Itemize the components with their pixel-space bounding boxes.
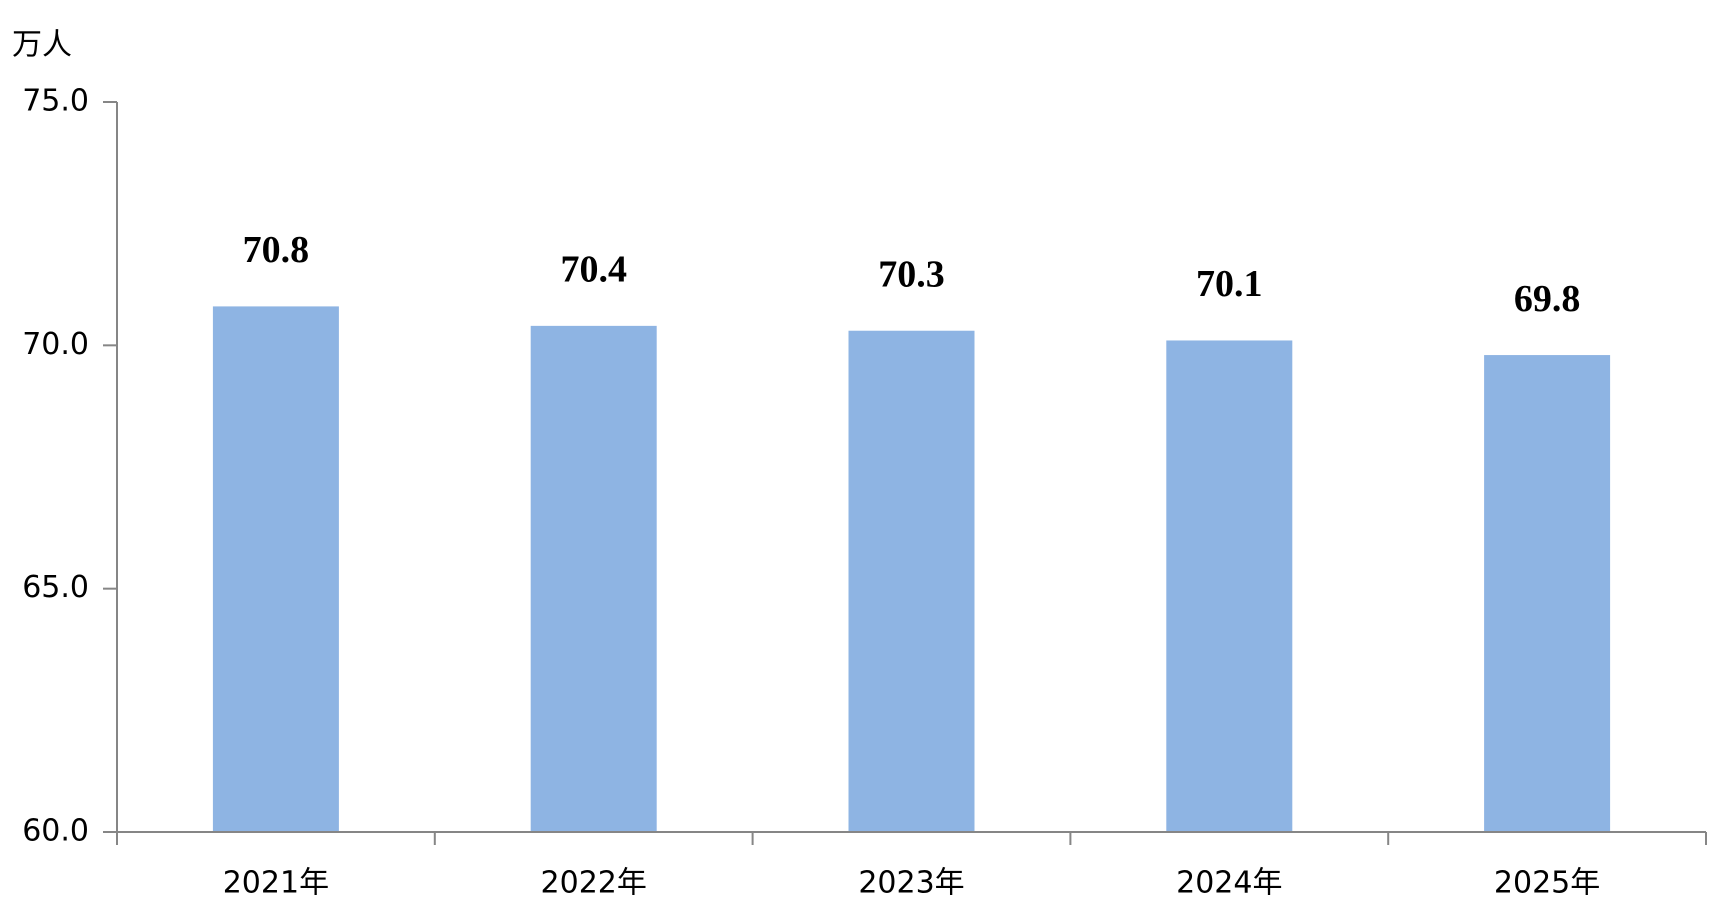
x-tick-label: 2023年	[858, 866, 964, 901]
bar	[1166, 340, 1293, 832]
x-tick-label: 2022年	[541, 866, 647, 901]
value-label: 70.3	[878, 253, 945, 295]
bar	[530, 325, 657, 832]
value-label: 70.1	[1196, 263, 1263, 305]
x-tick-label: 2021年	[223, 866, 329, 901]
value-label: 70.8	[243, 229, 310, 271]
y-tick-label: 75.0	[22, 84, 89, 119]
bar	[848, 330, 975, 832]
y-tick-label: 65.0	[22, 570, 89, 605]
value-label: 70.4	[560, 249, 627, 291]
x-tick-label: 2024年	[1176, 866, 1282, 901]
y-tick-label: 60.0	[22, 814, 89, 849]
bar	[1484, 355, 1611, 832]
y-tick-label: 70.0	[22, 327, 89, 362]
bar	[212, 306, 339, 832]
x-tick-label: 2025年	[1494, 866, 1600, 901]
value-label: 69.8	[1514, 278, 1581, 320]
y-axis-unit: 万人	[12, 28, 72, 63]
